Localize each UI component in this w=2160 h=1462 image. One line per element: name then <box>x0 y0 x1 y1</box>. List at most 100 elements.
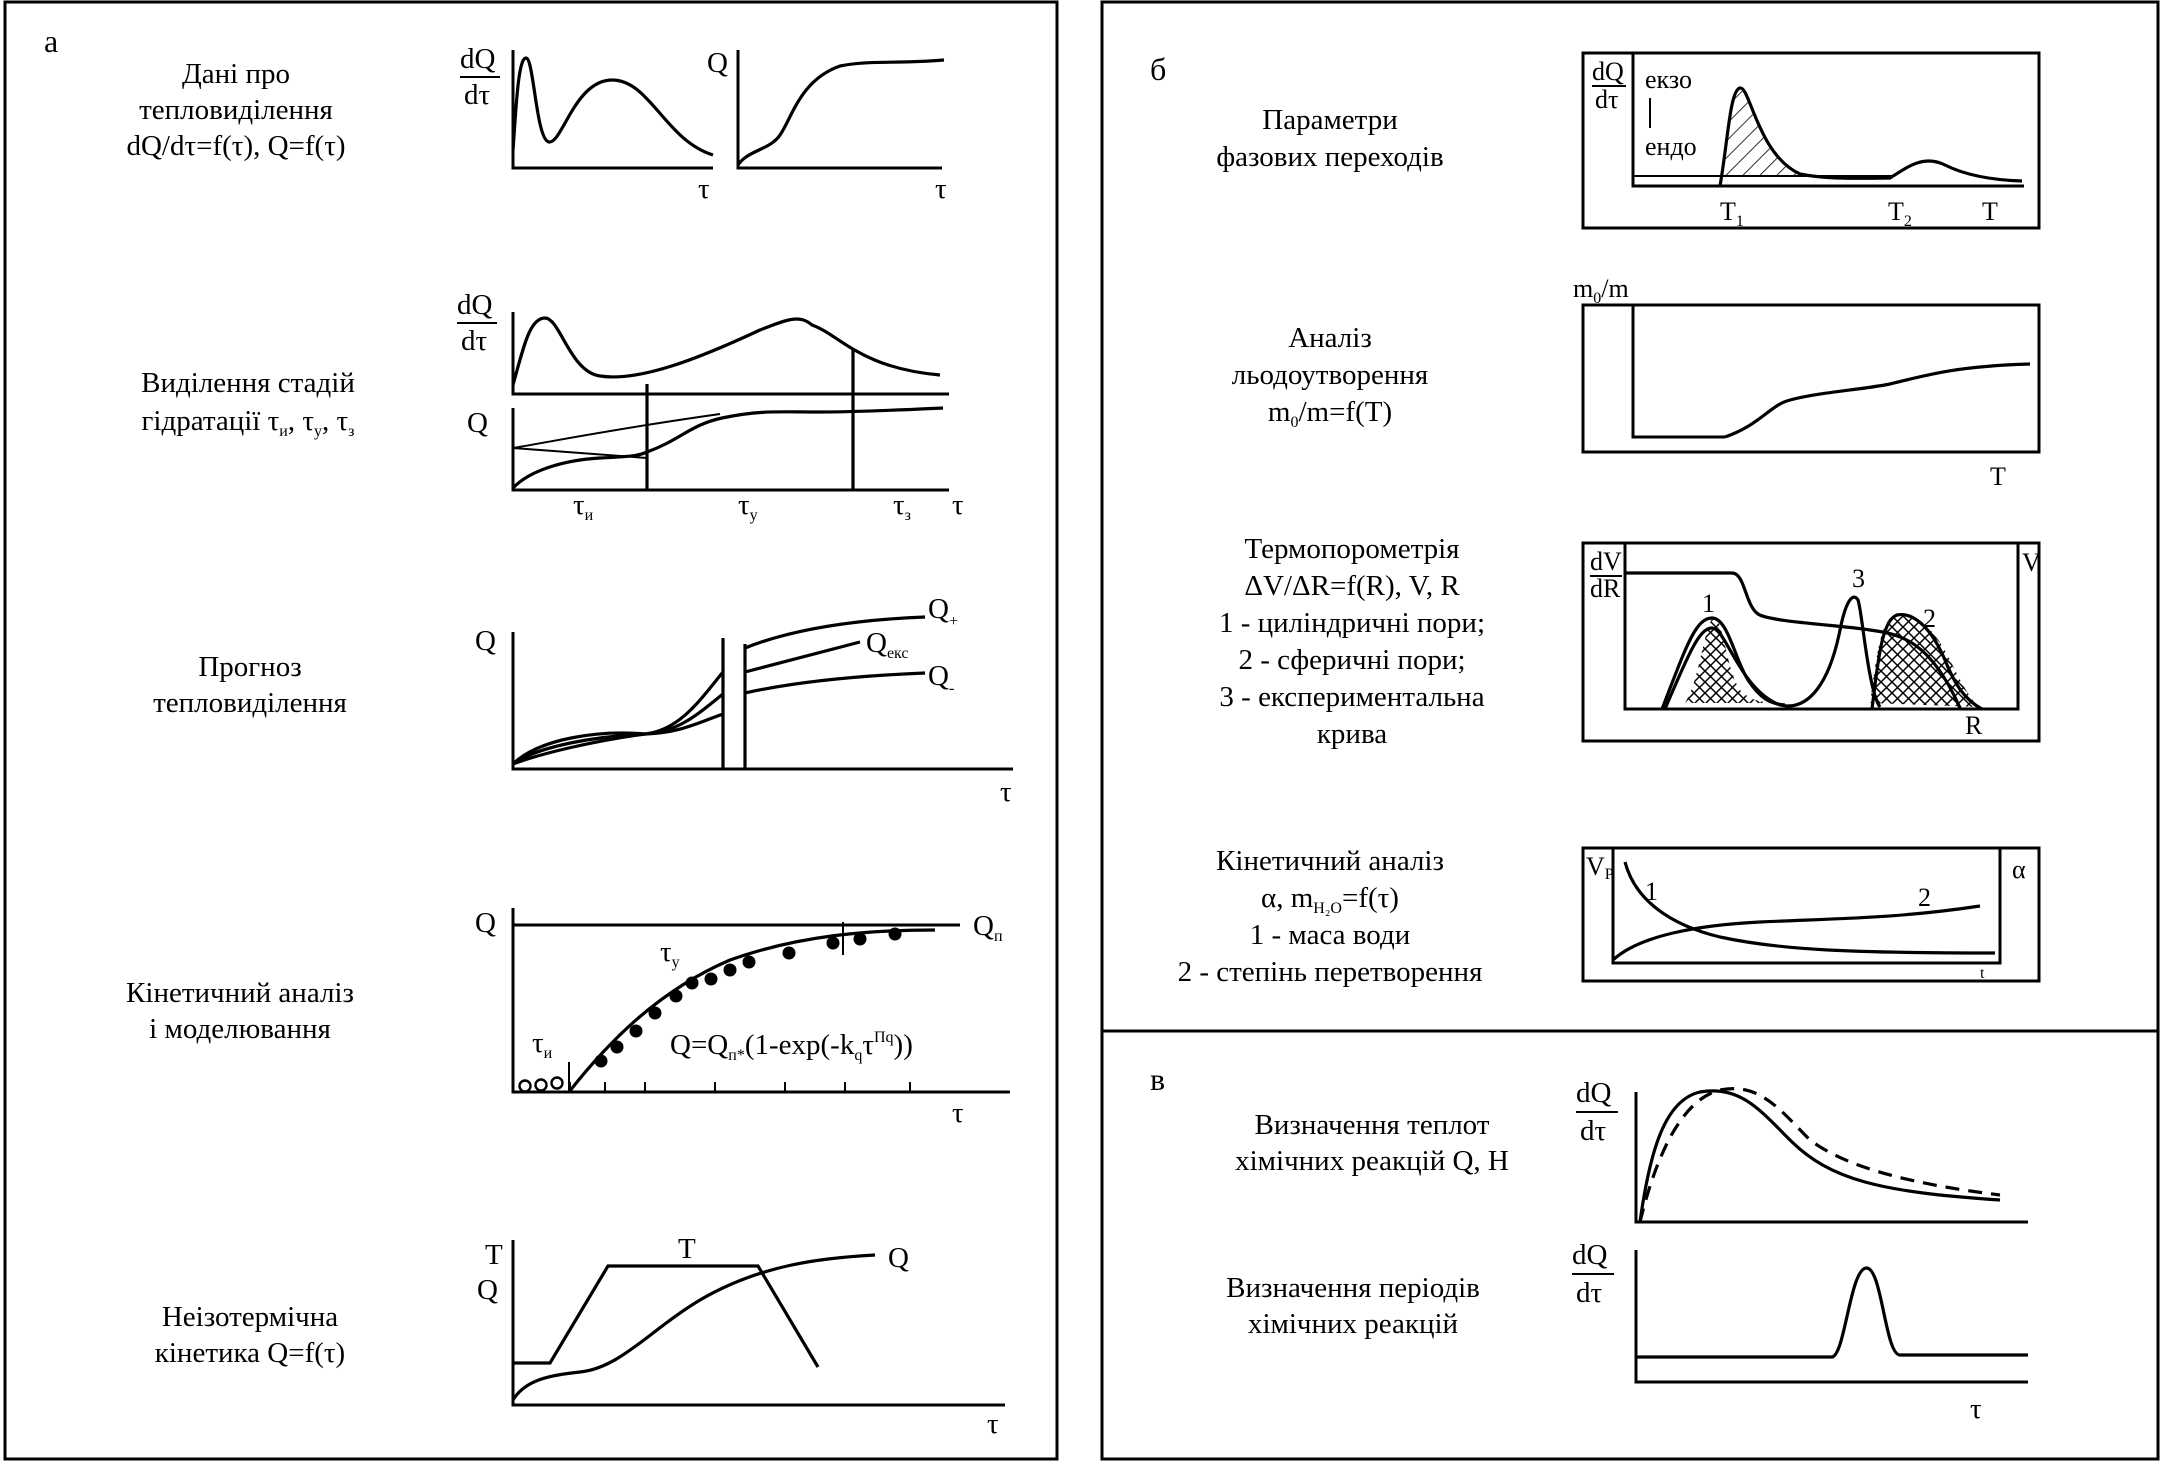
b1-axes <box>1631 53 2024 188</box>
b2-t-axis: T <box>1990 462 2006 491</box>
a4-filled-point <box>782 946 796 960</box>
a1-axes-right <box>736 50 942 170</box>
b4-chart-frame <box>1581 846 2041 983</box>
b4-curve-1-water-mass <box>1623 861 1996 955</box>
b3-label-1: 1 <box>1702 589 1715 618</box>
a5-desc-line1: Неізотермічна <box>162 1301 338 1333</box>
b1-desc-line2: фазових переходів <box>1216 141 1443 173</box>
b1-exo-peak-hatch <box>1720 87 1800 176</box>
a5-curve-q <box>511 1253 876 1401</box>
a3-q-eks: Qекс <box>866 627 909 662</box>
b3-chart-frame <box>1581 541 2041 743</box>
b1-t-axis: T <box>1982 197 1998 226</box>
panel-c-letter: в <box>1150 1061 1165 1097</box>
a5-axes <box>511 1240 1005 1407</box>
b2-desc-line2: льодоутворення <box>1232 359 1428 391</box>
b3-r-label: R <box>1965 711 1983 740</box>
a4-filled-point <box>723 963 737 977</box>
a1-desc-line1: Дані про <box>182 58 290 90</box>
c1-axes <box>1634 1092 2028 1224</box>
c1-curve-solid <box>1638 1089 2001 1223</box>
panel-b-frame <box>1100 0 2160 1461</box>
b1-dq-num: dQ <box>1592 57 1624 86</box>
c1-dq-num: dQ <box>1576 1077 1612 1109</box>
a2-dq-den: dτ <box>461 325 488 357</box>
b3-dv-num: dV <box>1590 547 1622 576</box>
a4-desc-line2: і моделювання <box>149 1013 331 1045</box>
a5-desc-line2: кінетика Q=f(τ) <box>155 1337 345 1369</box>
b3-desc-line6: крива <box>1317 718 1387 750</box>
a4-filled-point <box>704 972 718 986</box>
a4-q-axis: Q <box>475 907 496 939</box>
b3-label-3: 3 <box>1852 564 1865 593</box>
b4-label-2: 2 <box>1918 883 1931 912</box>
a4-filled-point <box>685 976 699 990</box>
b1-dq-den: dτ <box>1595 85 1618 114</box>
a4-filled-point <box>610 1040 624 1054</box>
a1-curve-dqdt <box>511 56 714 157</box>
a1-dq-den: dτ <box>464 79 491 111</box>
c2-dq-num: dQ <box>1572 1239 1608 1271</box>
a4-axes <box>511 908 1010 1094</box>
a4-model-curve <box>567 928 936 1093</box>
a2-tau-z: τз <box>893 489 911 524</box>
a3-desc-line1: Прогноз <box>198 651 301 683</box>
c2-desc-line1: Визначення періодів <box>1226 1272 1480 1304</box>
a2-q-label: Q <box>467 407 488 439</box>
b3-desc-line5: 3 - експериментальна <box>1219 681 1484 713</box>
a4-open-point <box>518 1079 532 1093</box>
c2-dq-den: dτ <box>1576 1277 1603 1309</box>
panel-a-frame <box>3 0 1059 1461</box>
a4-filled-point <box>629 1024 643 1038</box>
b3-desc-line3: 1 - циліндричні пори; <box>1219 607 1485 639</box>
b3-curve-1-cylindrical <box>1660 616 1786 710</box>
b-row2: Аналіз льодоутворення m0/m=f(T) m0/m T <box>1232 274 2041 491</box>
b3-desc-line4: 2 - сферичні пори; <box>1238 644 1465 676</box>
b2-chart-frame <box>1581 303 2041 454</box>
a2-curve-dqdt <box>511 316 941 386</box>
a4-desc-line1: Кінетичний аналіз <box>126 977 354 1009</box>
a2-lower-axes <box>511 408 949 492</box>
c2-curve-peak <box>1636 1266 2028 1359</box>
b-row1: Параметри фазових переходів dQ dτ екзо е… <box>1216 51 2041 230</box>
a4-tau-i: τи <box>532 1027 553 1062</box>
c-row1: Визначення теплот хімічних реакцій Q, H … <box>1235 1077 2028 1224</box>
a2-line-upper <box>512 413 721 449</box>
a4-filled-point <box>888 927 902 941</box>
a1-q-label: Q <box>707 47 728 79</box>
b3-desc-line1: Термопорометрія <box>1244 533 1459 565</box>
a2-tau-i: τи <box>573 489 594 524</box>
c1-desc-line1: Визначення теплот <box>1255 1109 1490 1141</box>
c2-desc-line2: хімічних реакцій <box>1248 1308 1458 1340</box>
a4-filled-point <box>853 932 867 946</box>
b1-desc-line1: Параметри <box>1262 104 1397 136</box>
b3-v-label: V <box>2022 548 2041 577</box>
a3-desc-line2: тепловиділення <box>153 687 347 719</box>
panel-b-letter: б <box>1150 51 1166 87</box>
a-row2: Виділення стадій гідратації τи, τу, τз d… <box>141 289 964 524</box>
b1-t2: T2 <box>1888 197 1912 230</box>
a4-filled-point <box>594 1054 608 1068</box>
a3-curve-q-minus <box>512 671 926 766</box>
b4-axes <box>1611 848 2002 965</box>
a2-desc-line1: Виділення стадій <box>141 367 355 399</box>
a4-filled-point <box>826 936 840 950</box>
a4-tau-y: τу <box>660 936 680 971</box>
a5-q-curve-label: Q <box>888 1242 909 1274</box>
b4-desc-line1: Кінетичний аналіз <box>1216 845 1444 877</box>
b4-t-label: t <box>1980 965 1985 982</box>
b3-axes <box>1623 543 2020 711</box>
b1-t1: T1 <box>1720 197 1744 230</box>
a-row3: Прогноз тепловиділення Q Q+ Qекс Q- τ <box>153 593 1013 808</box>
a-row5: Неізотермічна кінетика Q=f(τ) T Q T Q τ <box>155 1233 1005 1440</box>
a1-tau-right: τ <box>935 173 947 205</box>
c2-tau-axis: τ <box>1970 1393 1982 1425</box>
b3-desc-line2: ΔV/ΔR=f(R), V, R <box>1244 570 1460 602</box>
c1-curve-dashed <box>1638 1087 2001 1223</box>
b2-curve <box>1724 362 2031 439</box>
a4-data-points <box>518 927 902 1093</box>
b1-ekzo: екзо <box>1645 65 1692 94</box>
a5-curve-t <box>513 1264 820 1368</box>
b3-curve-3-experimental <box>1625 571 1962 709</box>
